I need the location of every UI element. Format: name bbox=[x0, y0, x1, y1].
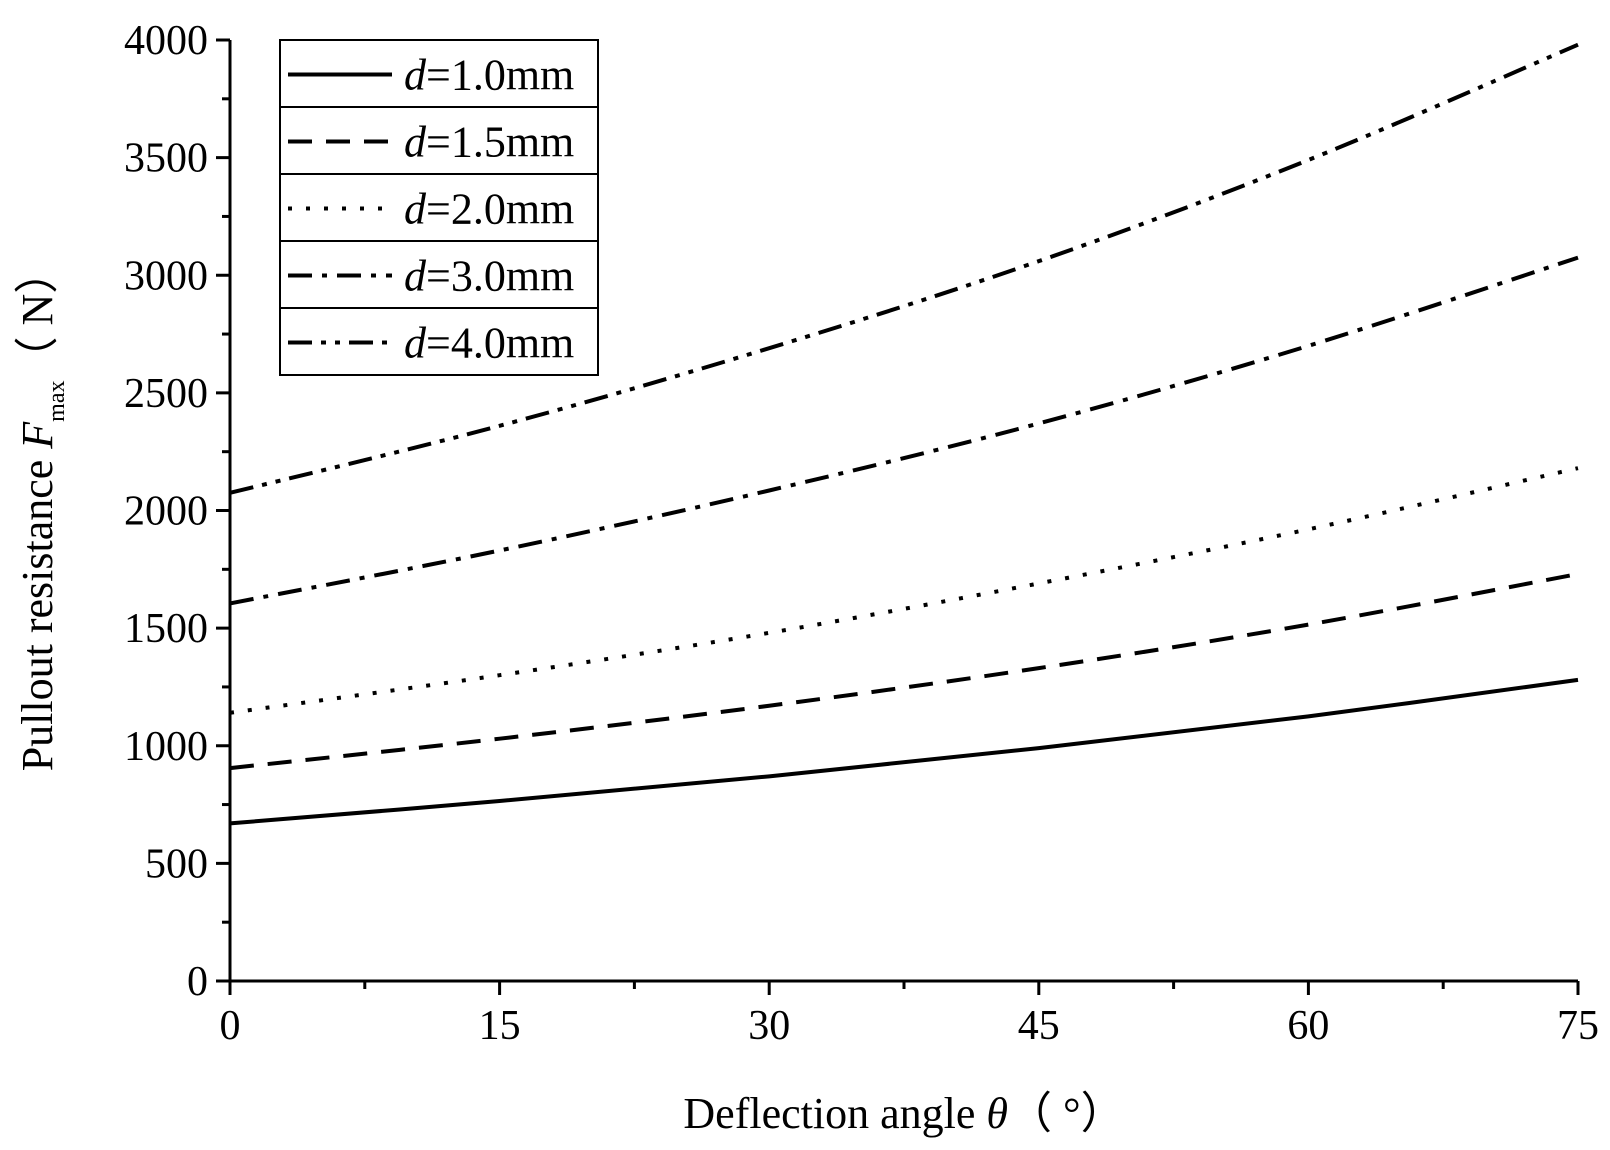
legend-label-5: d=4.0mm bbox=[404, 319, 574, 368]
legend-box bbox=[279, 39, 599, 376]
legend-label-1: d=1.0mm bbox=[404, 51, 574, 100]
y-tick-label: 2000 bbox=[124, 489, 208, 535]
series-line-3 bbox=[229, 466, 1579, 715]
legend-label-4: d=3.0mm bbox=[404, 252, 574, 301]
series-line-1 bbox=[229, 677, 1579, 826]
y-tick-label: 2500 bbox=[124, 371, 208, 417]
x-tick-label: 45 bbox=[1018, 1003, 1060, 1049]
series-line-2 bbox=[229, 572, 1579, 771]
y-tick-label: 3000 bbox=[124, 253, 208, 299]
y-tick-label: 1000 bbox=[124, 724, 208, 770]
legend-label-3: d=2.0mm bbox=[404, 185, 574, 234]
y-tick-label: 4000 bbox=[124, 18, 208, 64]
x-tick-label: 30 bbox=[748, 1003, 790, 1049]
legend-label-2: d=1.5mm bbox=[404, 118, 574, 167]
x-tick-label: 60 bbox=[1287, 1003, 1329, 1049]
y-tick-label: 0 bbox=[187, 959, 208, 1005]
y-axis-title: Pullout resistance Fmax（ N） bbox=[13, 250, 70, 772]
x-tick-label: 0 bbox=[220, 1003, 241, 1049]
x-tick-label: 75 bbox=[1557, 1003, 1599, 1049]
y-tick-label: 500 bbox=[145, 841, 208, 887]
y-tick-label: 1500 bbox=[124, 606, 208, 652]
x-axis-title: Deflection angle θ（ °） bbox=[683, 1089, 1124, 1138]
x-tick-label: 15 bbox=[479, 1003, 521, 1049]
y-tick-label: 3500 bbox=[124, 136, 208, 182]
series-line-4 bbox=[229, 255, 1579, 606]
series-line-5 bbox=[229, 42, 1579, 495]
